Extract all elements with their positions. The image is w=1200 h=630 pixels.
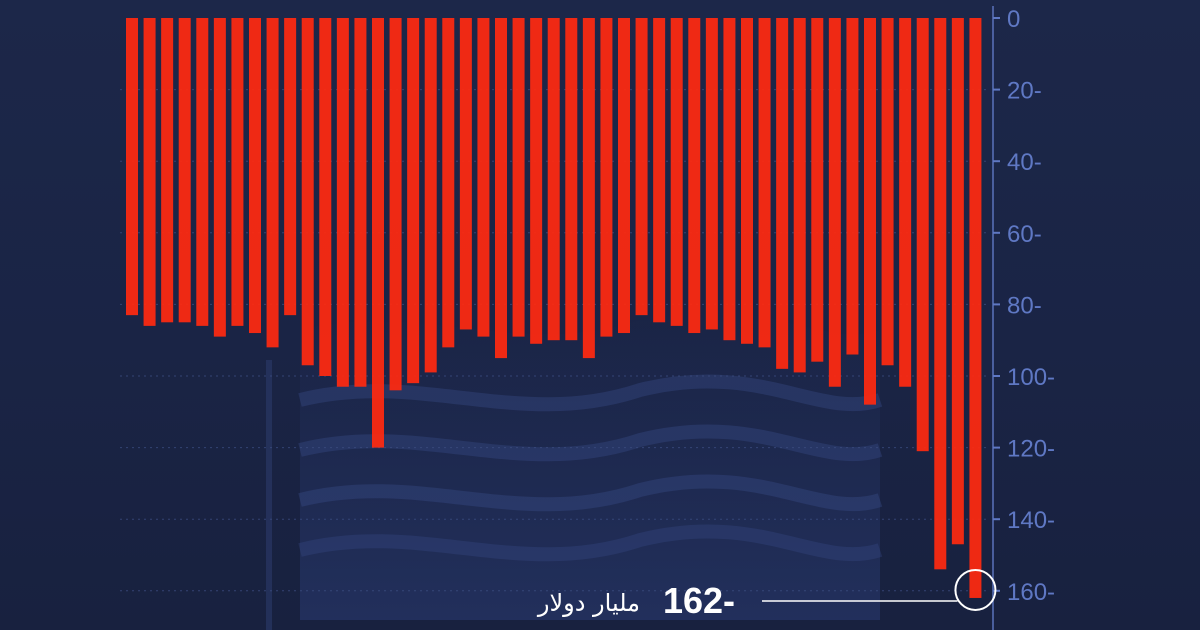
bars — [126, 18, 982, 598]
bar — [512, 18, 525, 337]
bar — [582, 18, 595, 359]
callout-unit-label: مليار دولار — [537, 589, 640, 617]
bar — [916, 18, 929, 452]
bar — [811, 18, 824, 362]
bar — [266, 18, 279, 348]
bar — [547, 18, 560, 341]
bar — [495, 18, 507, 359]
bar — [424, 18, 437, 373]
bar — [336, 18, 349, 387]
callout-highlight-circle — [954, 568, 997, 611]
y-tick-label: 40- — [1007, 149, 1042, 176]
y-tick-label: 140- — [1007, 507, 1055, 534]
bar — [301, 18, 314, 366]
bar — [758, 18, 771, 348]
bar — [354, 18, 367, 387]
bar — [600, 18, 613, 337]
y-tick-label: 60- — [1007, 221, 1042, 248]
bar — [565, 18, 578, 341]
bar — [934, 18, 947, 570]
bar — [389, 18, 402, 391]
bar — [864, 18, 876, 405]
y-tick-label: 80- — [1007, 292, 1042, 319]
bar — [635, 18, 648, 316]
bar — [846, 18, 859, 355]
bar — [284, 18, 297, 316]
bar — [741, 18, 753, 344]
bar — [407, 18, 420, 384]
bar — [688, 18, 701, 334]
bar — [899, 18, 912, 387]
bar — [723, 18, 736, 341]
bar — [196, 18, 209, 326]
bar — [653, 18, 666, 323]
bar — [459, 18, 472, 330]
callout-value-label: 162- — [662, 580, 735, 621]
y-axis: 0 20- 40- 60- 80- 100- 120- 140- 160- — [992, 6, 1055, 630]
bar — [828, 18, 841, 387]
bar — [670, 18, 683, 326]
bar — [881, 18, 894, 366]
callout — [762, 568, 997, 611]
bar — [776, 18, 789, 369]
gridlines — [120, 89, 990, 592]
y-tick-label: 160- — [1007, 579, 1055, 606]
bar — [319, 18, 332, 376]
bar — [530, 18, 543, 344]
bar — [249, 18, 261, 334]
bar — [705, 18, 718, 330]
y-tick-label: 100- — [1007, 364, 1055, 391]
y-tick-label: 120- — [1007, 436, 1055, 463]
bar — [951, 18, 964, 545]
bar — [372, 18, 384, 448]
bar — [477, 18, 490, 337]
bar — [161, 18, 174, 323]
y-tick-label: 0 — [1007, 6, 1020, 33]
bar — [969, 18, 982, 598]
bar — [213, 18, 226, 337]
bar — [143, 18, 156, 326]
y-tick-label: 20- — [1007, 78, 1042, 105]
bar — [618, 18, 630, 334]
bar — [126, 18, 138, 316]
bar — [442, 18, 455, 348]
bar — [231, 18, 244, 326]
flag-background-image — [266, 311, 883, 630]
bar — [793, 18, 806, 373]
bar — [178, 18, 191, 323]
